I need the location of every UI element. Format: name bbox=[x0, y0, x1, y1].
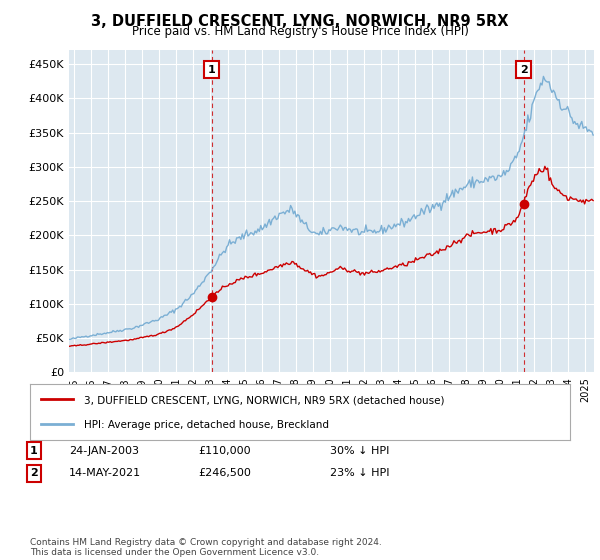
Text: 3, DUFFIELD CRESCENT, LYNG, NORWICH, NR9 5RX: 3, DUFFIELD CRESCENT, LYNG, NORWICH, NR9… bbox=[91, 14, 509, 29]
Text: 1: 1 bbox=[208, 65, 215, 74]
Text: Contains HM Land Registry data © Crown copyright and database right 2024.
This d: Contains HM Land Registry data © Crown c… bbox=[30, 538, 382, 557]
Text: £246,500: £246,500 bbox=[198, 468, 251, 478]
Text: 2: 2 bbox=[520, 65, 527, 74]
Text: 3, DUFFIELD CRESCENT, LYNG, NORWICH, NR9 5RX (detached house): 3, DUFFIELD CRESCENT, LYNG, NORWICH, NR9… bbox=[84, 395, 445, 405]
Text: HPI: Average price, detached house, Breckland: HPI: Average price, detached house, Brec… bbox=[84, 420, 329, 430]
Text: 23% ↓ HPI: 23% ↓ HPI bbox=[330, 468, 389, 478]
Text: 1: 1 bbox=[30, 446, 38, 456]
Text: 30% ↓ HPI: 30% ↓ HPI bbox=[330, 446, 389, 456]
Text: 24-JAN-2003: 24-JAN-2003 bbox=[69, 446, 139, 456]
Text: 2: 2 bbox=[30, 468, 38, 478]
Text: £110,000: £110,000 bbox=[198, 446, 251, 456]
Text: Price paid vs. HM Land Registry's House Price Index (HPI): Price paid vs. HM Land Registry's House … bbox=[131, 25, 469, 38]
Text: 14-MAY-2021: 14-MAY-2021 bbox=[69, 468, 141, 478]
